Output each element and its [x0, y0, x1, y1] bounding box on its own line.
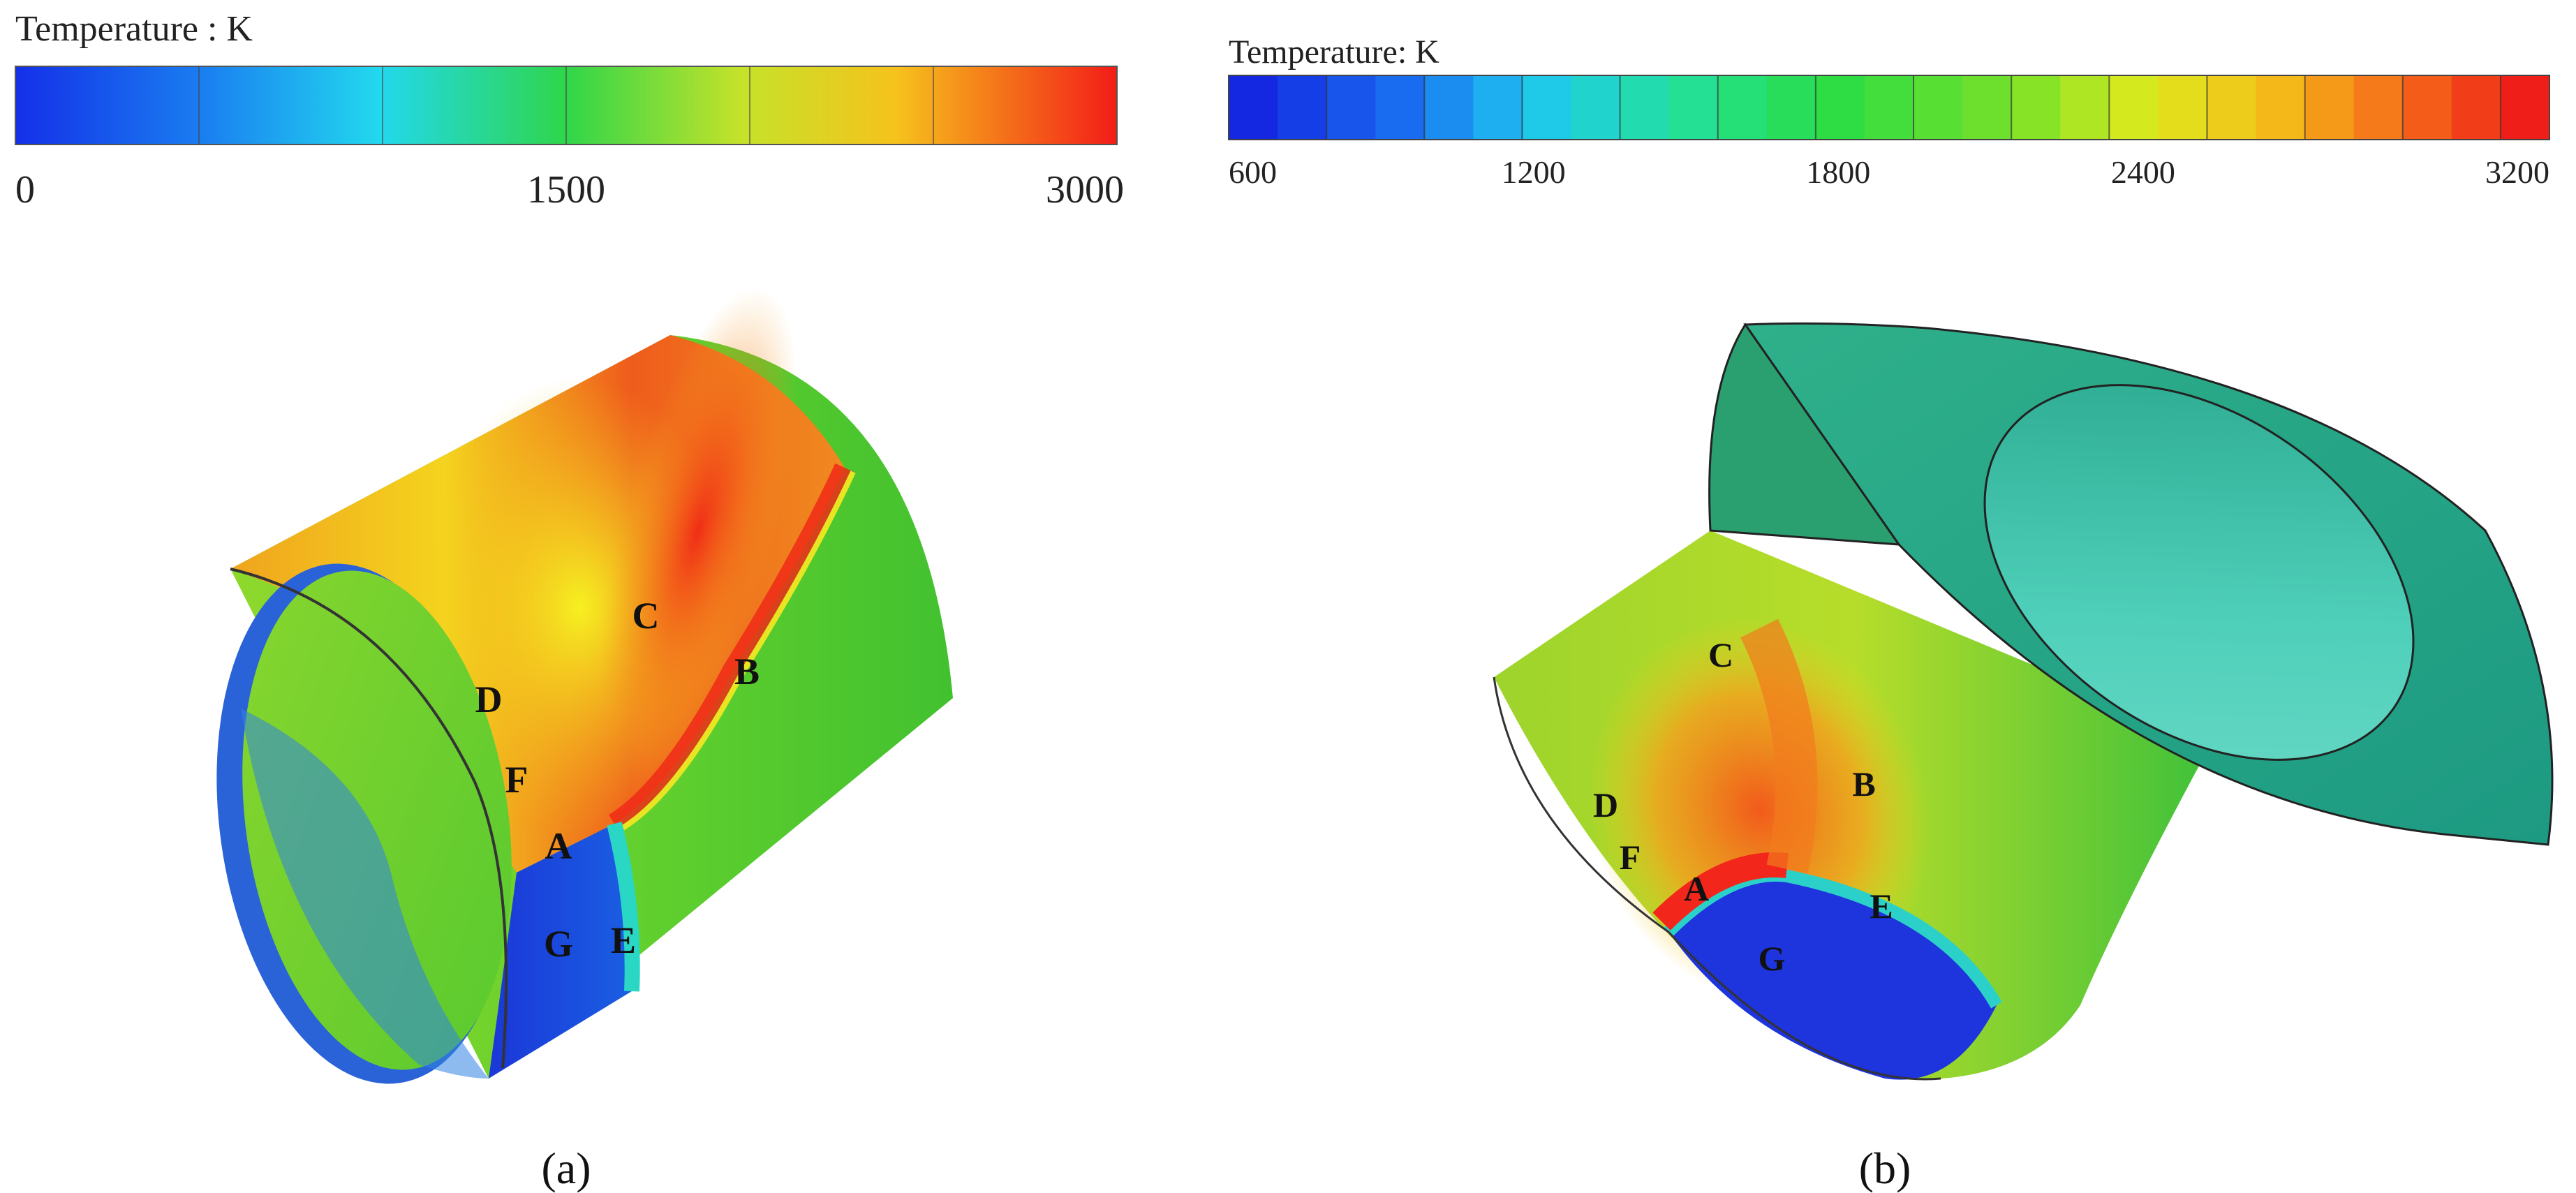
point-label-d: D: [475, 679, 503, 720]
colorbar-b-band: [1717, 75, 1768, 140]
colorbar-b-band: [2207, 75, 2257, 140]
colorbar-b-band: [1571, 75, 1621, 140]
panel-a: Temperature : K 0 1500 3000 A B C D E: [15, 9, 1124, 1193]
caption-b: (b): [1859, 1143, 1911, 1193]
nozzle-model: [1493, 322, 2554, 1081]
colorbar-b-band: [1766, 75, 1816, 140]
colorbar-b-band: [1522, 75, 1572, 140]
colorbar-b-band: [2500, 75, 2550, 140]
cylinder-red-plume: [599, 287, 797, 774]
colorbar-a-title: Temperature : K: [15, 9, 253, 49]
colorbar-b-band: [1424, 75, 1474, 140]
colorbar-b-tick: 600: [1229, 154, 1277, 190]
colorbar-b-band: [2353, 75, 2404, 140]
colorbar-a-dividers: [198, 66, 934, 145]
point-label-a: A: [545, 825, 572, 867]
point-label-c: C: [632, 595, 660, 637]
colorbar-b-band: [1229, 75, 1278, 140]
cylinder-yellow-front: [621, 470, 856, 831]
colorbar-b-tick: 2400: [2111, 154, 2175, 190]
colorbar-b-band: [1864, 75, 1914, 140]
colorbar-b-bands: [1228, 75, 2550, 140]
colorbar-b-band: [1815, 75, 1865, 140]
colorbar-b-band: [2256, 75, 2306, 140]
colorbar-b-band: [1375, 75, 1425, 140]
caption-a: (a): [541, 1143, 591, 1193]
colorbar-b-band: [1962, 75, 2012, 140]
colorbar-b-band: [1326, 75, 1376, 140]
cylinder-inner-cold: [241, 709, 489, 1079]
cylinder-cold-strip: [489, 824, 632, 1079]
colorbar-b-band: [2060, 75, 2110, 140]
colorbar-b-tick: 3200: [2485, 154, 2549, 190]
colorbar-b-band: [2011, 75, 2061, 140]
point-label-b: B: [1852, 764, 1875, 803]
colorbar-b-band: [1620, 75, 1670, 140]
cylinder-red-front: [608, 463, 854, 833]
colorbar-b-band: [2304, 75, 2355, 140]
colorbar-b-ticks: 600 1200 1800 2400 3200: [1229, 154, 2549, 190]
panel-b: Temperature: K 600 1200 1800 2400 3200 A B C D E…: [1228, 34, 2554, 1193]
colorbar-b-tick: 1200: [1502, 154, 1566, 190]
colorbar-b-band: [2109, 75, 2159, 140]
colorbar-b-tick: 1800: [1806, 154, 1870, 190]
point-label-f: F: [1620, 838, 1641, 877]
point-label-d: D: [1593, 785, 1618, 824]
point-label-e: E: [1870, 887, 1893, 926]
point-label-c: C: [1708, 635, 1733, 674]
nozzle-flange-side: [1708, 323, 1902, 546]
nozzle-front-edge: [1493, 676, 1941, 1081]
point-label-e: E: [611, 919, 636, 961]
point-label-f: F: [505, 759, 528, 801]
colorbar-a-tick-1: 1500: [527, 168, 605, 212]
cylinder-cold-edge: [607, 822, 640, 992]
point-label-g: G: [544, 923, 573, 965]
nozzle-inner-opening: [1983, 384, 2415, 761]
colorbar-b-band: [2402, 75, 2452, 140]
colorbar-a-tick-0: 0: [15, 168, 35, 212]
colorbar-b-band: [1914, 75, 1963, 140]
colorbar-b-band: [1278, 75, 1327, 140]
cylinder-end-face: [242, 570, 512, 1070]
colorbar-b-band: [2451, 75, 2501, 140]
colorbar-b-band: [2158, 75, 2207, 140]
cylinder-end-edge: [230, 568, 508, 1069]
colorbar-a-tick-2: 3000: [1046, 168, 1124, 212]
point-label-a: A: [1684, 869, 1709, 908]
panel-a-labels: A B C D E F G: [475, 595, 760, 965]
panel-b-labels: A B C D E F G: [1593, 635, 1893, 978]
colorbar-b-title: Temperature: K: [1229, 34, 1439, 71]
colorbar-b-frame: [1228, 75, 2550, 140]
nozzle-orange-band: [1740, 618, 1818, 874]
cylinder-model: [216, 287, 953, 1084]
colorbar-b-band: [1473, 75, 1523, 140]
colorbar-b-band: [1668, 75, 1719, 140]
point-label-b: B: [734, 651, 760, 692]
point-label-g: G: [1759, 939, 1786, 978]
